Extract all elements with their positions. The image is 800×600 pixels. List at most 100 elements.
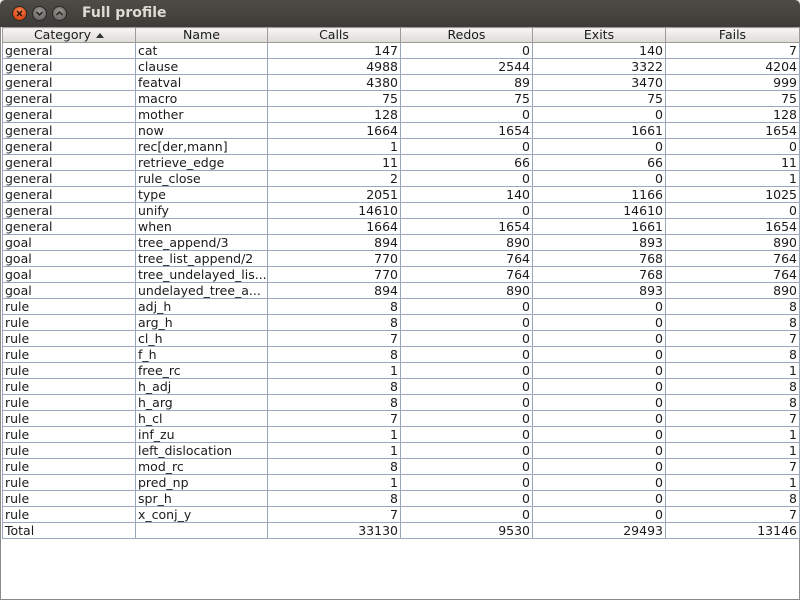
cell-redos: 0 <box>400 490 533 507</box>
total-row[interactable]: Total 33130 9530 29493 13146 <box>2 522 800 539</box>
table-row[interactable]: goal tree_list_append/2 770 764 768 764 <box>2 250 800 267</box>
cell-category: rule <box>2 458 136 475</box>
cell-calls: 147 <box>267 42 401 59</box>
table-row[interactable]: rule x_conj_y 7 0 0 7 <box>2 506 800 523</box>
window-title: Full profile <box>82 5 167 21</box>
cell-exits: 29493 <box>532 522 666 539</box>
cell-calls: 8 <box>267 394 401 411</box>
table-row[interactable]: rule h_arg 8 0 0 8 <box>2 394 800 411</box>
table-row[interactable]: general rec[der,mann] 1 0 0 0 <box>2 138 800 155</box>
cell-redos: 0 <box>400 298 533 315</box>
profile-table: Category Name Calls Redos Exits Fails ge… <box>2 27 800 539</box>
cell-name: now <box>135 122 268 139</box>
table-row[interactable]: general featval 4380 89 3470 999 <box>2 74 800 91</box>
table-body: general cat 147 0 140 7 general clause 4988 2544 3… <box>2 42 800 539</box>
cell-name: rule_close <box>135 170 268 187</box>
table-row[interactable]: rule h_cl 7 0 0 7 <box>2 410 800 427</box>
cell-category: rule <box>2 506 136 523</box>
cell-redos: 0 <box>400 378 533 395</box>
cell-fails: 0 <box>665 202 800 219</box>
cell-name: rec[der,mann] <box>135 138 268 155</box>
cell-calls: 8 <box>267 346 401 363</box>
cell-exits: 768 <box>532 250 666 267</box>
cell-calls: 1664 <box>267 218 401 235</box>
cell-fails: 7 <box>665 410 800 427</box>
cell-redos: 0 <box>400 410 533 427</box>
cell-category: rule <box>2 410 136 427</box>
table-row[interactable]: rule free_rc 1 0 0 1 <box>2 362 800 379</box>
table-row[interactable]: rule inf_zu 1 0 0 1 <box>2 426 800 443</box>
maximize-icon[interactable] <box>52 6 67 21</box>
column-header-calls[interactable]: Calls <box>267 27 401 43</box>
cell-calls: 1 <box>267 442 401 459</box>
cell-fails: 8 <box>665 346 800 363</box>
cell-exits: 1661 <box>532 122 666 139</box>
cell-category: rule <box>2 490 136 507</box>
close-icon[interactable] <box>12 6 27 21</box>
cell-category: goal <box>2 250 136 267</box>
cell-category: general <box>2 154 136 171</box>
cell-exits: 0 <box>532 314 666 331</box>
table-row[interactable]: general now 1664 1654 1661 1654 <box>2 122 800 139</box>
cell-calls: 770 <box>267 266 401 283</box>
cell-redos: 140 <box>400 186 533 203</box>
cell-category: rule <box>2 426 136 443</box>
column-header-fails[interactable]: Fails <box>665 27 800 43</box>
cell-calls: 8 <box>267 490 401 507</box>
table-row[interactable]: general unify 14610 0 14610 0 <box>2 202 800 219</box>
column-header-name[interactable]: Name <box>135 27 268 43</box>
column-header-exits[interactable]: Exits <box>532 27 666 43</box>
cell-name: when <box>135 218 268 235</box>
cell-fails: 764 <box>665 266 800 283</box>
table-row[interactable]: general when 1664 1654 1661 1654 <box>2 218 800 235</box>
cell-name: f_h <box>135 346 268 363</box>
table-row[interactable]: general rule_close 2 0 0 1 <box>2 170 800 187</box>
cell-category: Total <box>2 522 136 539</box>
cell-category: general <box>2 138 136 155</box>
table-row[interactable]: goal tree_append/3 894 890 893 890 <box>2 234 800 251</box>
table-row[interactable]: goal undelayed_tree_a... 894 890 893 890 <box>2 282 800 299</box>
cell-redos: 0 <box>400 314 533 331</box>
cell-category: rule <box>2 330 136 347</box>
column-header-redos[interactable]: Redos <box>400 27 533 43</box>
cell-category: goal <box>2 266 136 283</box>
cell-fails: 1 <box>665 426 800 443</box>
cell-name: macro <box>135 90 268 107</box>
table-row[interactable]: rule spr_h 8 0 0 8 <box>2 490 800 507</box>
table-row[interactable]: rule arg_h 8 0 0 8 <box>2 314 800 331</box>
cell-exits: 893 <box>532 234 666 251</box>
cell-calls: 770 <box>267 250 401 267</box>
cell-exits: 0 <box>532 378 666 395</box>
table-row[interactable]: rule pred_np 1 0 0 1 <box>2 474 800 491</box>
cell-exits: 1661 <box>532 218 666 235</box>
table-row[interactable]: rule h_adj 8 0 0 8 <box>2 378 800 395</box>
table-row[interactable]: general macro 75 75 75 75 <box>2 90 800 107</box>
table-row[interactable]: general retrieve_edge 11 66 66 11 <box>2 154 800 171</box>
cell-fails: 75 <box>665 90 800 107</box>
cell-name: cl_h <box>135 330 268 347</box>
table-row[interactable]: rule mod_rc 8 0 0 7 <box>2 458 800 475</box>
table-row[interactable]: rule f_h 8 0 0 8 <box>2 346 800 363</box>
table-row[interactable]: rule left_dislocation 1 0 0 1 <box>2 442 800 459</box>
cell-name: clause <box>135 58 268 75</box>
table-row[interactable]: general type 2051 140 1166 1025 <box>2 186 800 203</box>
cell-fails: 8 <box>665 378 800 395</box>
cell-category: rule <box>2 346 136 363</box>
table-row[interactable]: general clause 4988 2544 3322 4204 <box>2 58 800 75</box>
cell-calls: 8 <box>267 314 401 331</box>
table-row[interactable]: general mother 128 0 0 128 <box>2 106 800 123</box>
minimize-icon[interactable] <box>32 6 47 21</box>
cell-exits: 0 <box>532 362 666 379</box>
table-row[interactable]: goal tree_undelayed_lis... 770 764 768 764 <box>2 266 800 283</box>
table-row[interactable]: rule cl_h 7 0 0 7 <box>2 330 800 347</box>
cell-name: h_adj <box>135 378 268 395</box>
cell-exits: 893 <box>532 282 666 299</box>
column-header-category[interactable]: Category <box>2 27 136 43</box>
cell-fails: 7 <box>665 42 800 59</box>
cell-exits: 0 <box>532 106 666 123</box>
cell-exits: 0 <box>532 410 666 427</box>
table-row[interactable]: rule adj_h 8 0 0 8 <box>2 298 800 315</box>
cell-fails: 1654 <box>665 122 800 139</box>
cell-exits: 75 <box>532 90 666 107</box>
table-row[interactable]: general cat 147 0 140 7 <box>2 42 800 59</box>
